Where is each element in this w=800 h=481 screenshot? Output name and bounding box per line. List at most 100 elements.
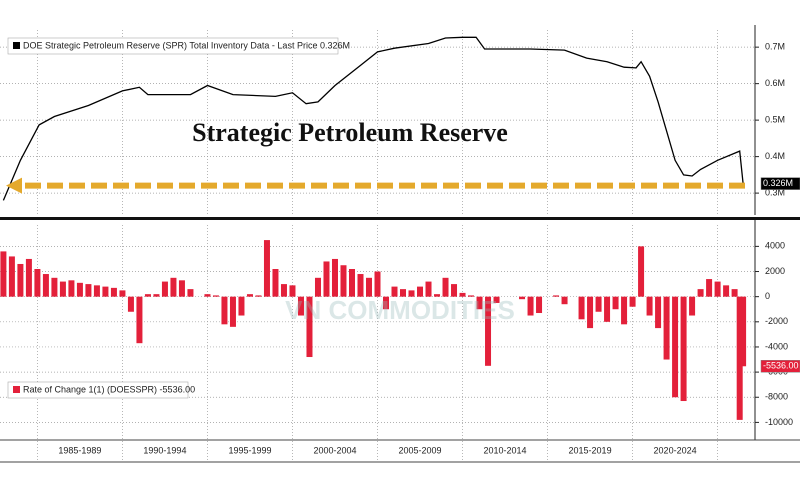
- bar: [110, 287, 117, 297]
- bar: [697, 289, 704, 297]
- bar: [655, 296, 662, 329]
- bar: [93, 285, 100, 297]
- bar: [714, 281, 721, 297]
- bar: [246, 294, 253, 297]
- x-tick-label: 2010-2014: [484, 445, 527, 455]
- annotation-title: Strategic Petroleum Reserve: [192, 118, 508, 147]
- bar: [578, 296, 585, 320]
- last-value-tag: [760, 177, 800, 190]
- bar: [595, 296, 602, 312]
- bar: [119, 290, 126, 297]
- bar: [34, 269, 41, 297]
- bar: [527, 296, 534, 316]
- bar: [144, 294, 151, 297]
- last-value-tag: [760, 360, 800, 373]
- bar: [536, 296, 543, 314]
- bar: [204, 294, 211, 297]
- bar: [221, 296, 228, 325]
- bar: [255, 295, 262, 297]
- bar: [68, 280, 75, 297]
- bar: [451, 284, 458, 297]
- bar: [229, 296, 236, 327]
- bar: [459, 292, 466, 297]
- watermark: VN COMMODITIES: [285, 295, 515, 325]
- bar: [689, 296, 696, 316]
- bar: [25, 258, 32, 297]
- bar: [127, 296, 134, 312]
- bar: [680, 296, 687, 402]
- y-tick-label: -8000: [765, 392, 788, 402]
- bar: [425, 281, 432, 297]
- bar: [493, 296, 500, 303]
- x-tick-label: 1985-1989: [58, 445, 101, 455]
- bar: [272, 269, 279, 297]
- x-tick-label: 2020-2024: [654, 445, 697, 455]
- bar: [519, 296, 526, 300]
- bar: [323, 261, 330, 297]
- legend-box: [7, 381, 189, 399]
- bar: [485, 296, 492, 366]
- bar: [417, 286, 424, 297]
- last-value-label: 0.326M: [763, 178, 793, 188]
- arrow-head: [6, 177, 22, 194]
- bar: [289, 285, 296, 297]
- x-tick-label: 1995-1999: [228, 445, 271, 455]
- bar: [638, 246, 645, 297]
- bar: [391, 286, 398, 297]
- bar: [740, 296, 747, 367]
- bar: [400, 289, 407, 297]
- y-tick-label: 0.3M: [765, 187, 785, 197]
- bar: [42, 274, 49, 297]
- x-tick-label: 2015-2019: [569, 445, 612, 455]
- bar: [153, 294, 160, 297]
- bar: [365, 277, 372, 297]
- legend-swatch: [13, 42, 20, 49]
- bar: [434, 294, 441, 297]
- bar: [76, 282, 83, 297]
- bar: [476, 296, 483, 310]
- bar: [612, 296, 619, 310]
- bar: [331, 258, 338, 297]
- bar: [187, 289, 194, 297]
- bar: [348, 269, 355, 297]
- bar: [561, 296, 568, 305]
- bar: [0, 251, 7, 297]
- bar: [706, 279, 713, 297]
- bar: [604, 296, 611, 322]
- bar: [340, 265, 347, 297]
- bar: [297, 296, 304, 316]
- bar: [102, 286, 109, 297]
- y-tick-label: -4000: [765, 341, 788, 351]
- x-tick-label: 2005-2009: [398, 445, 441, 455]
- bar: [238, 296, 245, 316]
- legend-swatch: [13, 386, 20, 393]
- bar: [357, 274, 364, 297]
- bar: [212, 295, 219, 297]
- last-value-label: -5536.00: [763, 361, 799, 371]
- legend-label: Rate of Change 1(1) (DOESSPR) -5536.00: [23, 384, 195, 394]
- line-series: [2, 36, 744, 201]
- legend-box: [7, 37, 339, 55]
- x-tick-label: 1990-1994: [143, 445, 186, 455]
- bar: [17, 263, 24, 297]
- bar: [723, 285, 730, 297]
- y-tick-label: 0.5M: [765, 115, 785, 125]
- panel-separator: [0, 217, 800, 220]
- y-tick-label: 2000: [765, 266, 785, 276]
- bar: [468, 295, 475, 297]
- bar: [383, 296, 390, 310]
- bar: [59, 281, 66, 297]
- bar: [442, 277, 449, 297]
- y-tick-label: 0.7M: [765, 42, 785, 52]
- bar: [621, 296, 628, 325]
- bar: [263, 240, 270, 297]
- bar: [408, 290, 415, 297]
- x-tick-label: 2000-2004: [313, 445, 356, 455]
- bar: [587, 296, 594, 329]
- bar: [280, 284, 287, 297]
- bar: [646, 296, 653, 316]
- legend-label: DOE Strategic Petroleum Reserve (SPR) To…: [23, 40, 350, 50]
- bar: [314, 277, 321, 297]
